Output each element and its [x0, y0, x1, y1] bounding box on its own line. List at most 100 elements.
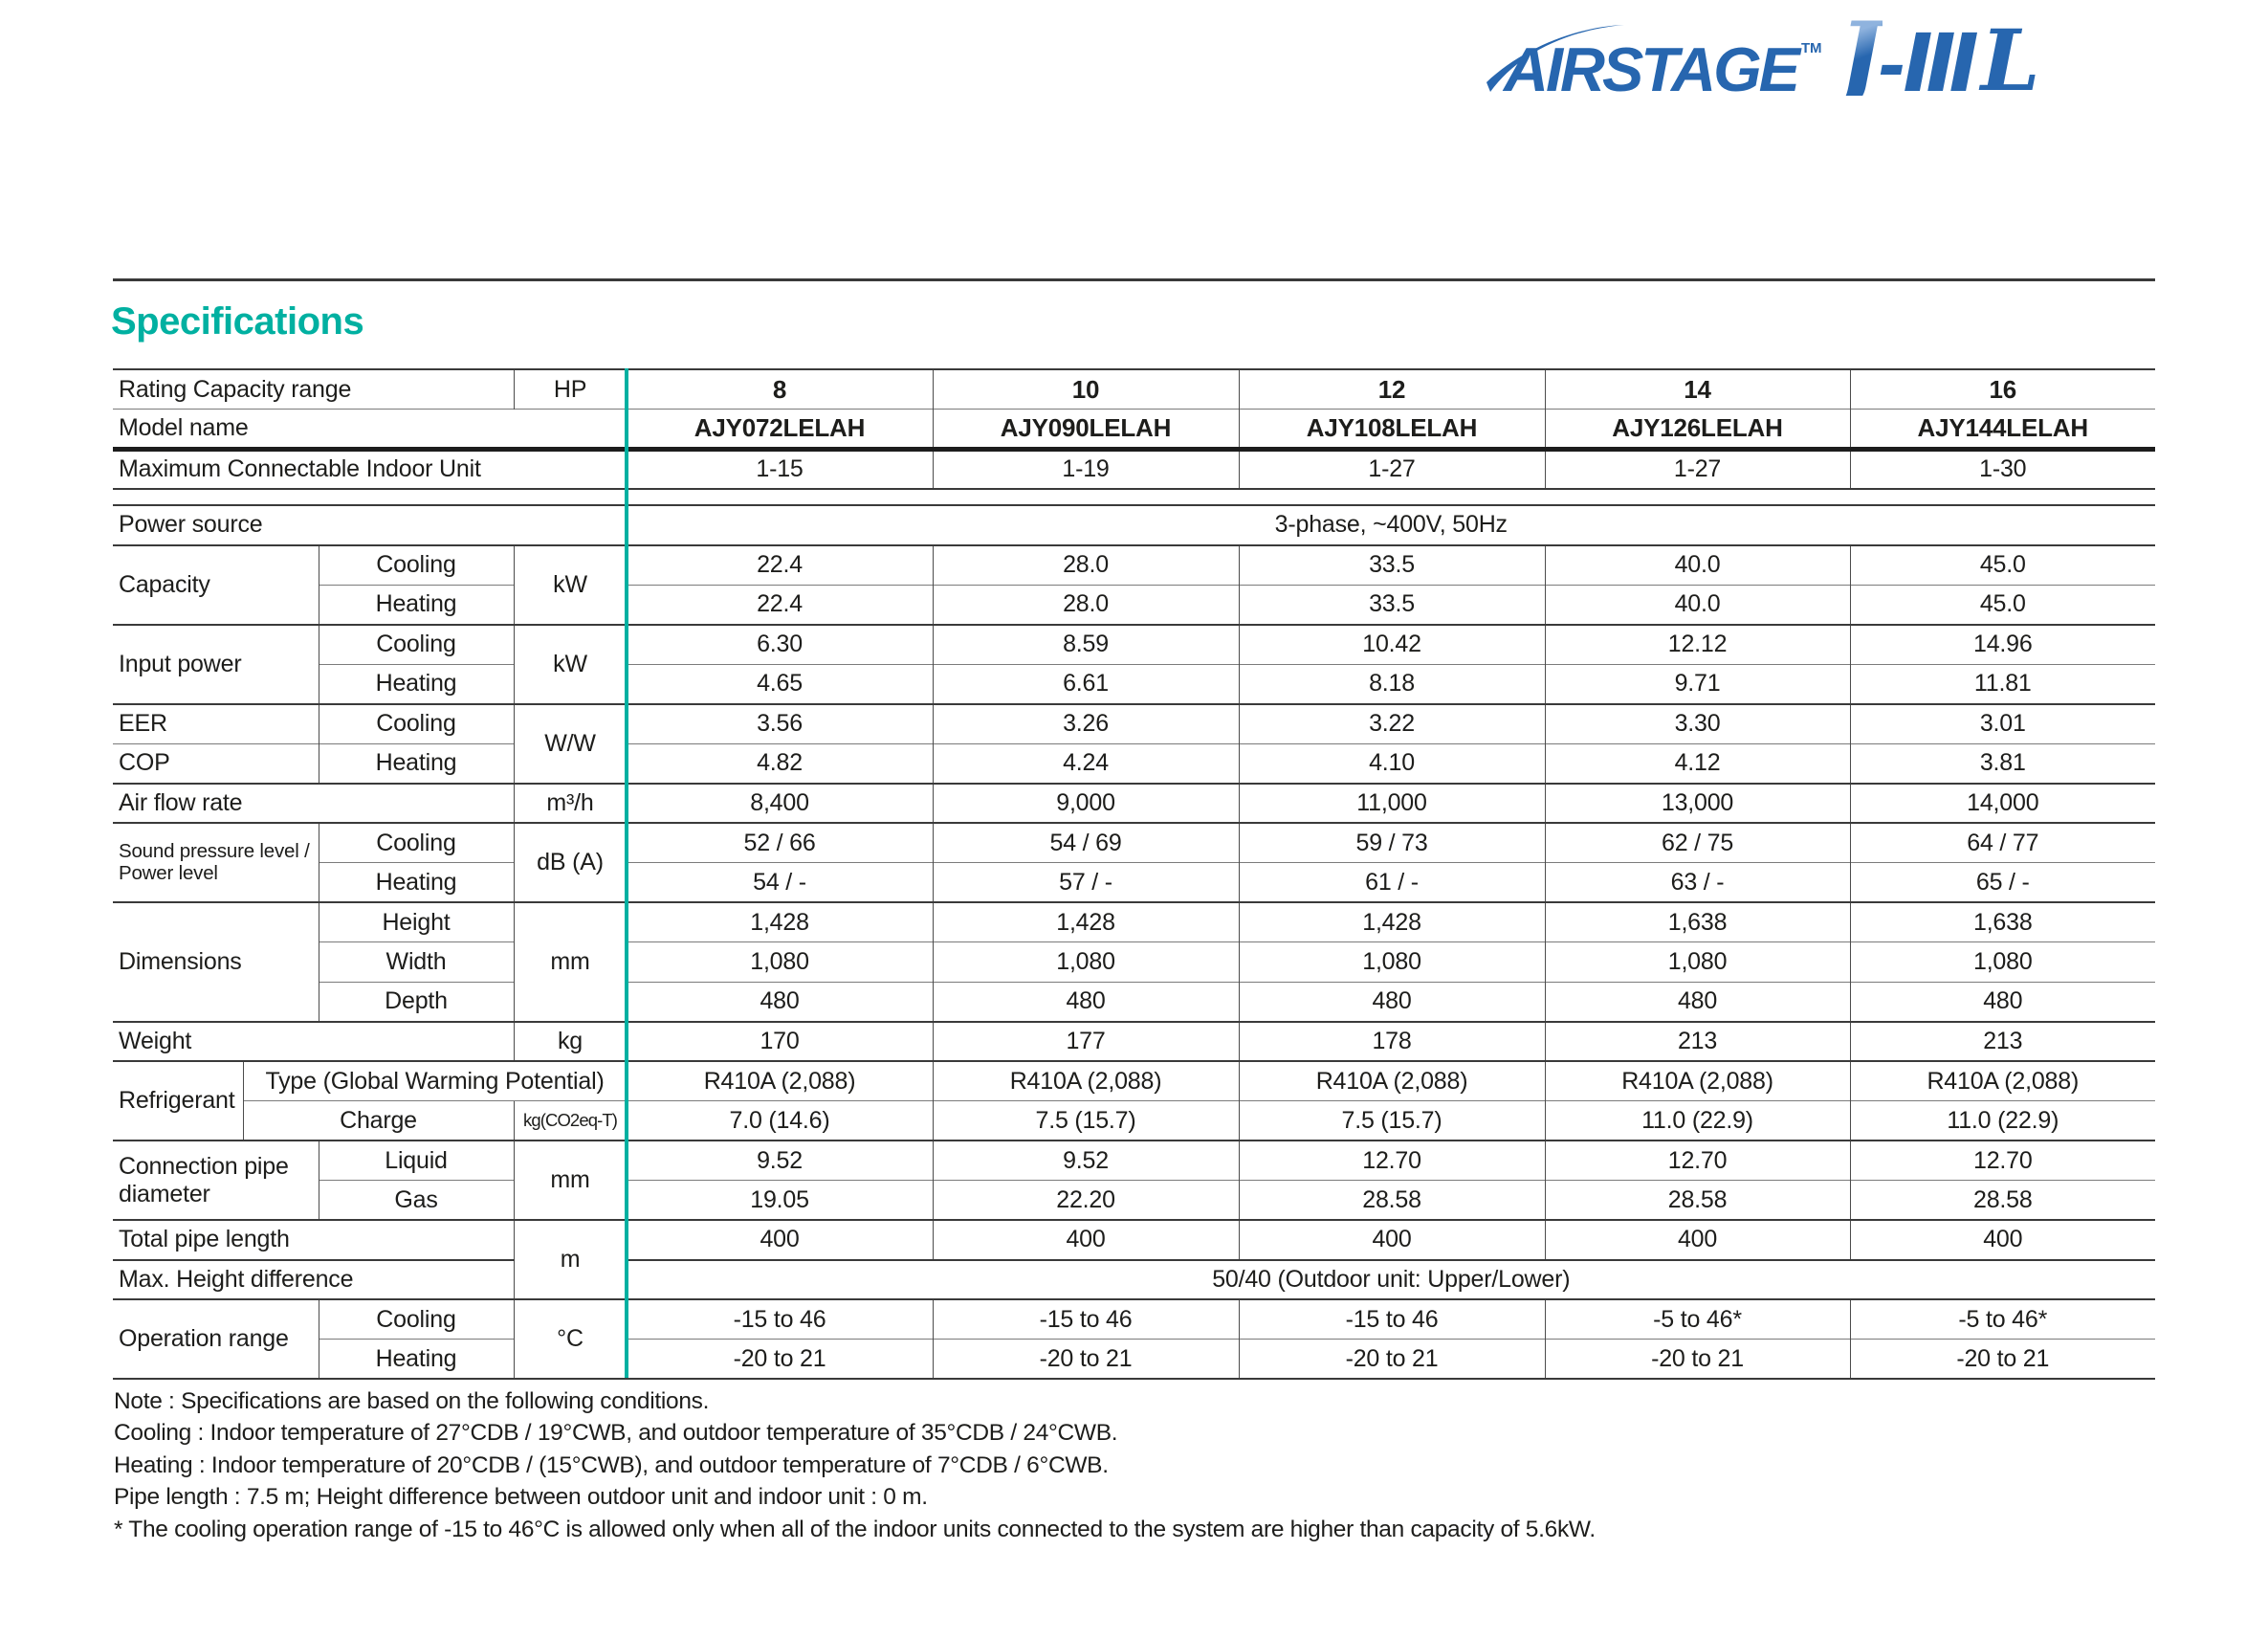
weight-label: Weight	[113, 1020, 514, 1061]
capacity-label: Capacity	[113, 543, 319, 625]
value-cell: 6.30	[626, 623, 934, 664]
input-power-unit: kW	[513, 623, 628, 704]
value-cell: 12.12	[1544, 623, 1851, 664]
pipe-liquid-label: Liquid	[318, 1140, 514, 1181]
value-cell: -20 to 21	[626, 1339, 934, 1380]
value-cell: 1,080	[1238, 941, 1546, 982]
value-cell: 178	[1238, 1020, 1546, 1061]
cop-row: COP Heating 4.82 4.24 4.10 4.12 3.81	[113, 742, 2156, 784]
value-cell: 54 / -	[626, 862, 934, 902]
capacity-heating-label: Heating	[318, 584, 514, 625]
value-cell: 61 / -	[1238, 862, 1546, 902]
hp-value: 12	[1238, 368, 1546, 410]
dimensions-height-label: Height	[318, 901, 514, 942]
value-cell: 1,428	[626, 901, 934, 942]
value-cell: 400	[1238, 1219, 1546, 1260]
operation-range-label: Operation range	[113, 1298, 319, 1380]
value-cell: 9.52	[626, 1140, 934, 1181]
refrigerant-type-row: Refrigerant Type (Global Warming Potenti…	[113, 1060, 2156, 1141]
value-cell: 3.81	[1849, 742, 2156, 784]
refrigerant-charge-row: Charge kg(CO2eq-T) 7.0 (14.6) 7.5 (15.7)…	[113, 1100, 2156, 1141]
logo-series-roman-three: Ⅲ	[1903, 16, 1978, 110]
value-cell: 480	[1849, 981, 2156, 1022]
eer-sub-label: Cooling	[318, 702, 514, 743]
logo-series: J - Ⅲ L	[1839, 11, 2039, 110]
value-cell: 28.0	[932, 543, 1240, 585]
max-indoor-value: 1-27	[1238, 446, 1546, 490]
dimensions-depth-label: Depth	[318, 981, 514, 1022]
value-cell: 1,428	[1238, 901, 1546, 942]
value-cell: 28.58	[1849, 1180, 2156, 1220]
total-pipe-row: Total pipe length m 400 400 400 400 400	[113, 1219, 2156, 1299]
model-name-label: Model name	[113, 409, 628, 450]
input-power-heating-row: Heating 4.65 6.61 8.18 9.71 11.81	[113, 663, 2156, 704]
value-cell: 33.5	[1238, 543, 1546, 585]
value-cell: R410A (2,088)	[932, 1060, 1240, 1101]
note-line: Heating : Indoor temperature of 20°CDB /…	[114, 1451, 1109, 1478]
value-cell: 4.12	[1544, 742, 1851, 784]
max-height-value: 50/40 (Outdoor unit: Upper/Lower)	[626, 1258, 2156, 1299]
refrigerant-type-label: Type (Global Warming Potential)	[242, 1060, 628, 1101]
model-name: AJY144LELAH	[1849, 409, 2156, 450]
model-name: AJY126LELAH	[1544, 409, 1851, 450]
value-cell: 480	[626, 981, 934, 1022]
value-cell: 3.56	[626, 702, 934, 743]
pipe-length-unit: m	[513, 1219, 628, 1299]
value-cell: 480	[1238, 981, 1546, 1022]
operation-unit: °C	[513, 1298, 628, 1380]
value-cell: 22.20	[932, 1180, 1240, 1220]
value-cell: 8.18	[1238, 663, 1546, 704]
sound-cooling-label: Cooling	[318, 822, 514, 863]
value-cell: 9.52	[932, 1140, 1240, 1181]
value-cell: 65 / -	[1849, 862, 2156, 902]
top-rule	[113, 278, 2155, 281]
value-cell: 28.58	[1238, 1180, 1546, 1220]
logo-trademark: TM	[1801, 40, 1822, 56]
dimensions-height-row: Dimensions Height mm 1,428 1,428 1,428 1…	[113, 901, 2156, 1022]
operation-cooling-label: Cooling	[318, 1298, 514, 1340]
value-cell: 33.5	[1238, 584, 1546, 625]
dimensions-width-label: Width	[318, 941, 514, 982]
capacity-heating-row: Heating 22.4 28.0 33.5 40.0 45.0	[113, 584, 2156, 625]
value-cell: 22.4	[626, 543, 934, 585]
value-cell: 1,638	[1849, 901, 2156, 942]
air-flow-label: Air flow rate	[113, 782, 514, 823]
max-height-row: Max. Height difference 50/40 (Outdoor un…	[113, 1258, 2156, 1299]
value-cell: 52 / 66	[626, 822, 934, 863]
sound-heating-label: Heating	[318, 862, 514, 902]
value-cell: 400	[626, 1219, 934, 1260]
value-cell: -15 to 46	[626, 1298, 934, 1340]
value-cell: -5 to 46*	[1849, 1298, 2156, 1340]
value-cell: 13,000	[1544, 782, 1851, 823]
input-power-heating-label: Heating	[318, 663, 514, 704]
value-cell: R410A (2,088)	[1544, 1060, 1851, 1101]
refrigerant-charge-label: Charge	[242, 1100, 514, 1141]
note-line: Cooling : Indoor temperature of 27°CDB /…	[114, 1420, 1118, 1447]
value-cell: 11.0 (22.9)	[1544, 1100, 1851, 1141]
value-cell: 40.0	[1544, 584, 1851, 625]
value-cell: 54 / 69	[932, 822, 1240, 863]
value-cell: R410A (2,088)	[1238, 1060, 1546, 1101]
value-cell: -20 to 21	[1849, 1339, 2156, 1380]
note-line: * The cooling operation range of -15 to …	[114, 1516, 1596, 1542]
operation-heating-label: Heating	[318, 1339, 514, 1380]
value-cell: 19.05	[626, 1180, 934, 1220]
dimensions-unit: mm	[513, 901, 628, 1022]
teal-divider-line	[625, 368, 628, 1378]
dimensions-width-row: Width 1,080 1,080 1,080 1,080 1,080	[113, 941, 2156, 982]
max-indoor-value: 1-19	[932, 446, 1240, 490]
value-cell: 14,000	[1849, 782, 2156, 823]
value-cell: 63 / -	[1544, 862, 1851, 902]
value-cell: -15 to 46	[932, 1298, 1240, 1340]
specifications-table: Power source 3-phase, ~400V, 50Hz Capaci…	[113, 504, 2156, 1380]
value-cell: 28.58	[1544, 1180, 1851, 1220]
weight-unit: kg	[513, 1020, 628, 1061]
value-cell: 1,080	[1849, 941, 2156, 982]
value-cell: 22.4	[626, 584, 934, 625]
notes-block: Note : Specifications are based on the f…	[114, 1385, 1596, 1545]
eer-cop-unit: W/W	[513, 702, 628, 784]
page-title: Specifications	[111, 300, 364, 343]
pipe-diameter-label: Connection pipe diameter	[113, 1140, 319, 1220]
max-indoor-value: 1-15	[626, 446, 934, 490]
value-cell: 1,428	[932, 901, 1240, 942]
